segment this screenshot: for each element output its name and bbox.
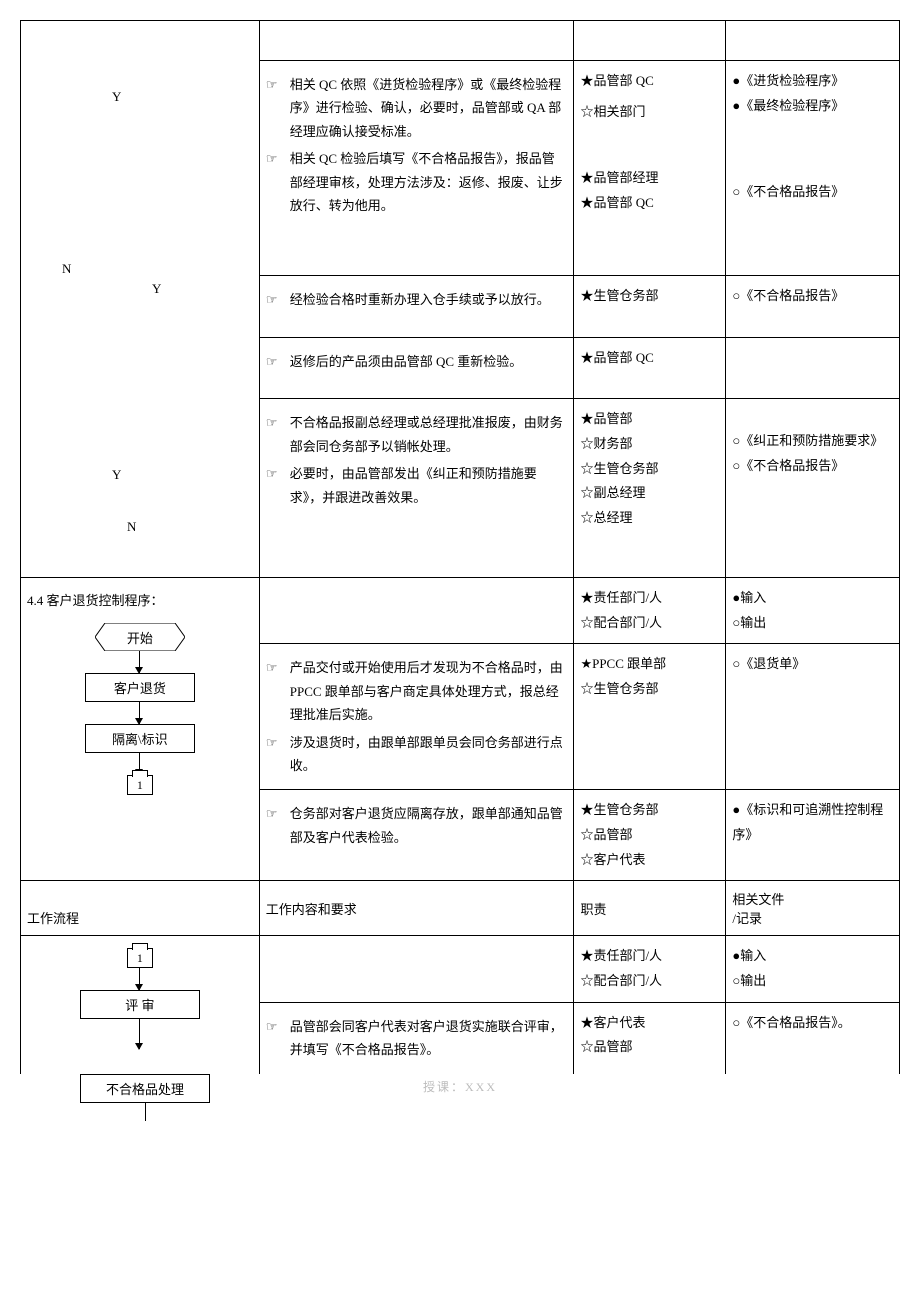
pointer-icon: ☞: [266, 350, 290, 373]
desc-item: ☞产品交付或开始使用后才发现为不合格品时，由 PPCC 跟单部与客户商定具体处理…: [266, 656, 568, 726]
pointer-icon: ☞: [266, 462, 290, 485]
pointer-icon: ☞: [266, 802, 290, 825]
doc-line: ●《最终检验程序》: [732, 94, 893, 119]
decision-label-y: Y: [112, 467, 121, 483]
flowchart: 1 评 审: [27, 948, 253, 1049]
flow-diagram-area: Y N Y Y N: [27, 29, 253, 569]
page: Y N Y Y N ☞相关 QC 依照《进货检验程序》或《最终检验程序》进行检验…: [20, 20, 900, 1095]
pointer-icon: ☞: [266, 288, 290, 311]
flow-connector: 1: [127, 948, 153, 968]
resp-line: ☆总经理: [580, 506, 719, 531]
pointer-icon: ☞: [266, 731, 290, 754]
resp-line: ★品管部: [580, 407, 719, 432]
doc-line: ●输入: [732, 586, 893, 611]
decision-label-y: Y: [152, 281, 161, 297]
resp-line: ☆配合部门/人: [580, 969, 719, 994]
col-header: 工作内容和要求: [259, 881, 574, 936]
desc-item: ☞仓务部对客户退货应隔离存放，跟单部通知品管部及客户代表检验。: [266, 802, 568, 849]
pointer-icon: ☞: [266, 1015, 290, 1038]
pointer-icon: ☞: [266, 73, 290, 96]
pointer-icon: ☞: [266, 147, 290, 170]
flow-node: 隔离\标识: [85, 724, 195, 753]
desc-item: ☞涉及退货时，由跟单部跟单员会同仓务部进行点收。: [266, 731, 568, 778]
resp-line: ☆生管仓务部: [580, 457, 719, 482]
arrow-down-icon: [139, 968, 140, 990]
decision-label-n: N: [62, 261, 71, 277]
col-header: 职责: [574, 881, 726, 936]
pointer-icon: ☞: [266, 411, 290, 434]
resp-line: ★生管仓务部: [580, 798, 719, 823]
desc-item: ☞不合格品报副总经理或总经理批准报废，由财务部会同仓务部予以销帐处理。: [266, 411, 568, 458]
resp-line: ☆品管部: [580, 823, 719, 848]
doc-line: ○输出: [732, 611, 893, 636]
resp-line: ★品管部 QC: [580, 346, 719, 371]
resp-line: ★生管仓务部: [580, 284, 719, 309]
doc-line: ○《不合格品报告》。: [732, 1011, 893, 1036]
flow-node: 不合格品处理: [80, 1074, 210, 1103]
flow-node: 评 审: [80, 990, 200, 1019]
desc-item: ☞必要时，由品管部发出《纠正和预防措施要求》，并跟进改善效果。: [266, 462, 568, 509]
resp-line: ★责任部门/人: [580, 586, 719, 611]
doc-line: ○《退货单》: [732, 652, 893, 677]
table-row: 1 评 审 ★责任部门/人 ☆配合部门/人 ●输入 ○输出: [21, 936, 900, 1002]
doc-line: ○输出: [732, 969, 893, 994]
resp-line: ☆相关部门: [580, 100, 719, 125]
table-header-row: 工作流程 工作内容和要求 职责 相关文件 /记录: [21, 881, 900, 936]
decision-label-n: N: [127, 519, 136, 535]
desc-item: ☞返修后的产品须由品管部 QC 重新检验。: [266, 350, 568, 373]
flow-start-node: 开始: [95, 623, 185, 651]
decision-label-y: Y: [112, 89, 121, 105]
resp-line: ★品管部 QC: [580, 191, 719, 216]
flow-node: 客户退货: [85, 673, 195, 702]
resp-line: ☆客户代表: [580, 848, 719, 873]
resp-line: ☆品管部: [580, 1035, 719, 1060]
section-title: 4.4 客户退货控制程序：: [27, 586, 253, 617]
resp-line: ☆财务部: [580, 432, 719, 457]
resp-line: ★品管部 QC: [580, 69, 719, 94]
table-row: 4.4 客户退货控制程序： 开始 客户退货 隔离\标识 1 ★责任部门/人 ☆配…: [21, 578, 900, 644]
doc-line: ○《不合格品报告》: [732, 284, 893, 309]
col-header: 相关文件 /记录: [726, 881, 900, 936]
resp-line: ★PPCC 跟单部: [580, 652, 719, 677]
flow-connector: 1: [127, 775, 153, 795]
desc-item: ☞经检验合格时重新办理入仓手续或予以放行。: [266, 288, 568, 311]
table-row: Y N Y Y N: [21, 21, 900, 61]
resp-line: ★品管部经理: [580, 166, 719, 191]
desc-item: ☞品管部会同客户代表对客户退货实施联合评审，并填写《不合格品报告》。: [266, 1015, 568, 1062]
doc-line: ○《纠正和预防措施要求》: [732, 429, 893, 454]
main-table: Y N Y Y N ☞相关 QC 依照《进货检验程序》或《最终检验程序》进行检验…: [20, 20, 900, 1074]
desc-item: ☞相关 QC 依照《进货检验程序》或《最终检验程序》进行检验、确认，必要时，品管…: [266, 73, 568, 143]
doc-line: ●《标识和可追溯性控制程序》: [732, 798, 893, 847]
arrow-down-icon: [139, 1019, 140, 1049]
doc-line: ○《不合格品报告》: [732, 180, 893, 205]
arrow-down-icon: [139, 702, 140, 724]
doc-line: ●《进货检验程序》: [732, 69, 893, 94]
resp-line: ★客户代表: [580, 1011, 719, 1036]
flowchart: 开始 客户退货 隔离\标识 1: [27, 623, 253, 795]
col-header: 工作流程: [21, 881, 260, 936]
desc-item: ☞相关 QC 检验后填写《不合格品报告》，报品管部经理审核，处理方法涉及：返修、…: [266, 147, 568, 217]
line-down-icon: [145, 1103, 146, 1121]
doc-line: ●输入: [732, 944, 893, 969]
arrow-down-icon: [139, 651, 140, 673]
resp-line: ☆副总经理: [580, 481, 719, 506]
doc-line: ○《不合格品报告》: [732, 454, 893, 479]
resp-line: ★责任部门/人: [580, 944, 719, 969]
resp-line: ☆生管仓务部: [580, 677, 719, 702]
pointer-icon: ☞: [266, 656, 290, 679]
resp-line: ☆配合部门/人: [580, 611, 719, 636]
